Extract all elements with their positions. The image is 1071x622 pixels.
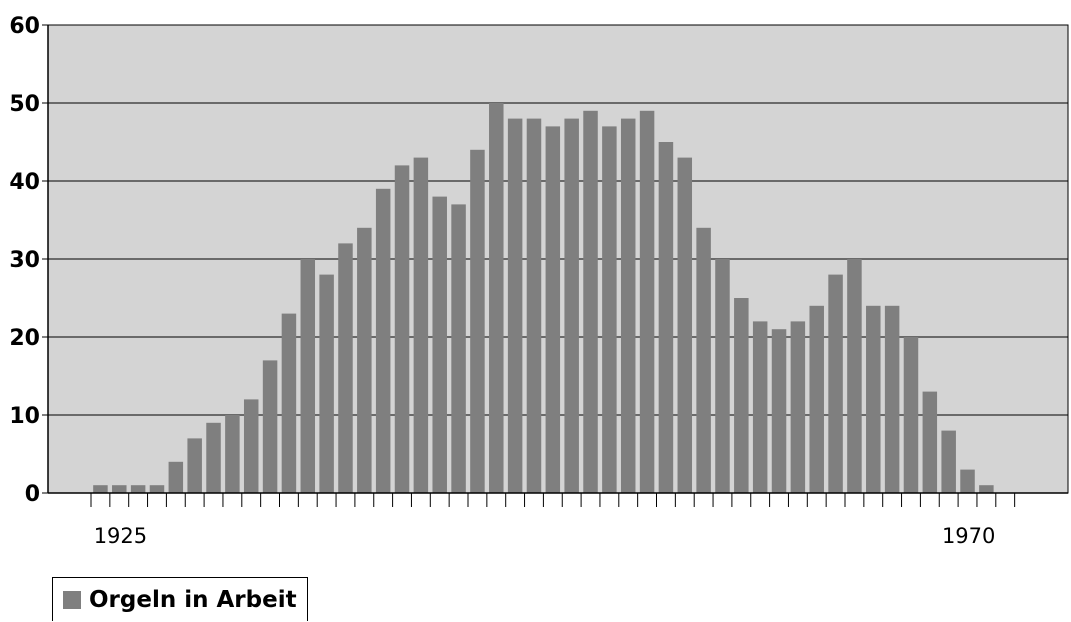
bar xyxy=(979,485,994,493)
bar xyxy=(225,415,240,493)
bar xyxy=(206,422,221,493)
bar xyxy=(828,274,843,493)
bar xyxy=(715,259,730,493)
bar xyxy=(564,118,579,493)
bar xyxy=(583,110,598,494)
bar xyxy=(432,196,447,493)
bar xyxy=(658,142,674,493)
bar xyxy=(149,485,165,493)
y-tick-label: 50 xyxy=(9,92,40,117)
bar xyxy=(112,485,127,493)
x-tick-label: 1925 xyxy=(94,524,147,548)
y-tick-label: 30 xyxy=(9,248,40,273)
bar xyxy=(243,399,259,493)
bar xyxy=(903,337,919,493)
bar xyxy=(771,329,787,493)
bar xyxy=(809,305,824,493)
x-tick-label: 1970 xyxy=(942,524,995,548)
bar xyxy=(696,227,711,494)
bar xyxy=(866,305,881,493)
bar xyxy=(526,118,542,493)
bar xyxy=(470,149,485,494)
y-tick-label: 40 xyxy=(9,170,40,195)
legend-swatch xyxy=(63,590,81,609)
bar xyxy=(752,321,768,493)
bar xyxy=(451,204,466,493)
bar xyxy=(130,485,146,493)
y-tick-label: 0 xyxy=(25,482,40,507)
bar xyxy=(620,118,636,493)
bar xyxy=(168,461,184,493)
bar xyxy=(677,157,693,493)
bar xyxy=(338,243,353,493)
bar xyxy=(187,438,202,493)
bar xyxy=(319,274,334,493)
legend: Orgeln in Arbeit xyxy=(52,577,308,621)
bar xyxy=(639,110,655,494)
bar xyxy=(941,430,956,493)
bar xyxy=(394,165,410,493)
bar xyxy=(357,227,372,494)
bar xyxy=(960,469,975,493)
legend-label: Orgeln in Arbeit xyxy=(89,586,297,613)
bar xyxy=(734,298,749,493)
bar xyxy=(375,188,391,494)
bar xyxy=(262,360,278,493)
bar xyxy=(300,259,316,493)
y-tick-label: 10 xyxy=(9,404,40,429)
bar xyxy=(922,391,938,493)
bar xyxy=(602,126,617,494)
bar xyxy=(281,313,297,493)
bar xyxy=(507,118,523,493)
y-tick-label: 20 xyxy=(9,326,40,351)
bar xyxy=(790,321,806,493)
bar xyxy=(884,305,900,493)
y-tick-label: 60 xyxy=(9,14,40,39)
bar xyxy=(545,126,561,494)
bar xyxy=(93,485,108,493)
bar xyxy=(489,103,504,493)
bar xyxy=(847,259,862,493)
bar xyxy=(413,157,429,493)
